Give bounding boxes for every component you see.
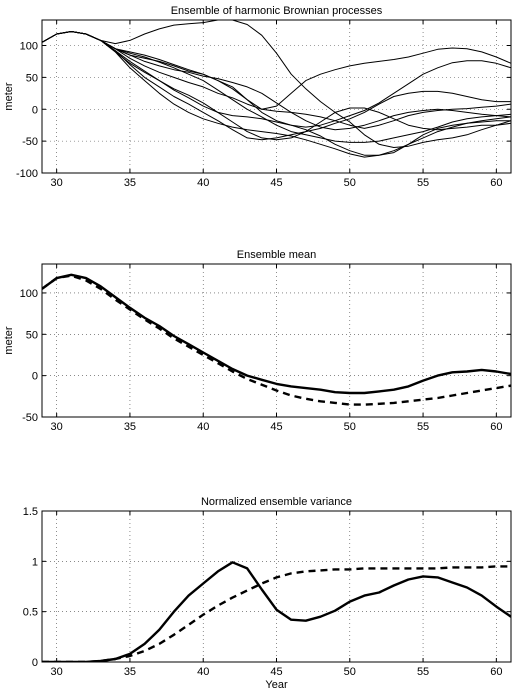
y-tick-label: 1.5 <box>23 506 38 518</box>
plot-area <box>42 511 511 662</box>
series-line-2 <box>42 565 511 662</box>
series-line-6 <box>42 31 511 156</box>
chart-3: 30 35 40 45 50 55 60 1.5 1 0.5 0 Normalized ensembl… <box>23 496 512 691</box>
y-tick-label: 50 <box>26 72 38 84</box>
x-tick-label: 35 <box>124 666 136 678</box>
x-tick-label: 45 <box>270 177 282 189</box>
chart-title: Ensemble of harmonic Brownian processes <box>171 5 383 17</box>
y-tick-label: 1 <box>32 556 38 568</box>
chart-2: 30 35 40 45 50 55 60 100 50 0 -50 Ensemble mean mete… <box>3 249 512 433</box>
y-tick-label: 100 <box>20 288 38 300</box>
x-tick-label: 55 <box>417 177 429 189</box>
y-tick-label: -50 <box>22 136 38 148</box>
y-tick-label: 0 <box>32 371 38 383</box>
x-tick-label: 55 <box>417 666 429 678</box>
x-tick-label: 50 <box>344 177 356 189</box>
x-tick-label: 45 <box>270 666 282 678</box>
x-tick-label: 40 <box>197 421 209 433</box>
x-tick-label: 40 <box>197 177 209 189</box>
x-tick-label: 45 <box>270 421 282 433</box>
series-line-1 <box>42 273 511 395</box>
chart-title: Normalized ensemble variance <box>201 496 352 508</box>
x-tick-label: 30 <box>51 666 63 678</box>
x-tick-label: 60 <box>490 666 502 678</box>
y-tick-label: 0 <box>32 104 38 116</box>
x-tick-label: 35 <box>124 421 136 433</box>
y-tick-label: -100 <box>16 168 38 180</box>
x-tick-label: 50 <box>344 666 356 678</box>
series-line-10 <box>42 31 511 131</box>
series-line-9 <box>42 31 511 158</box>
series-line-3 <box>42 31 511 110</box>
chart-1: 30 35 40 45 50 55 60 100 50 0 -50 -100 Ensemble of h… <box>3 5 512 189</box>
series-line-8 <box>42 31 511 141</box>
x-tick-label: 60 <box>490 421 502 433</box>
x-tick-label: 35 <box>124 177 136 189</box>
y-axis-label: meter <box>3 82 15 110</box>
y-tick-label: 0 <box>32 657 38 669</box>
series-line-5 <box>42 31 511 143</box>
x-axis-label: Year <box>265 679 288 691</box>
y-axis-label: meter <box>3 326 15 354</box>
x-tick-label: 55 <box>417 421 429 433</box>
y-tick-label: -50 <box>22 412 38 424</box>
series-line-2 <box>42 274 511 406</box>
x-tick-label: 60 <box>490 177 502 189</box>
chart-title: Ensemble mean <box>237 249 317 261</box>
y-tick-label: 100 <box>20 41 38 53</box>
y-tick-label: 0.5 <box>23 607 38 619</box>
y-tick-label: 50 <box>26 329 38 341</box>
x-tick-label: 30 <box>51 177 63 189</box>
series-line-1 <box>42 20 511 148</box>
x-tick-label: 50 <box>344 421 356 433</box>
x-tick-label: 40 <box>197 666 209 678</box>
x-tick-label: 30 <box>51 421 63 433</box>
